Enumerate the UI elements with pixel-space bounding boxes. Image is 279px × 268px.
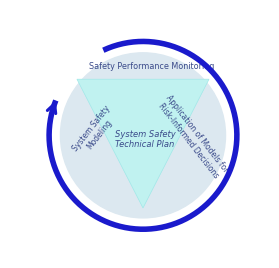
Text: System Safety
Technical Plan: System Safety Technical Plan xyxy=(115,130,175,149)
Polygon shape xyxy=(77,79,209,208)
Text: Application of Models for
Risk-Informed Decisions: Application of Models for Risk-Informed … xyxy=(155,94,230,181)
Text: System Safety
Modeling: System Safety Modeling xyxy=(71,103,120,159)
Circle shape xyxy=(61,53,225,218)
Text: Safety Performance Monitoring: Safety Performance Monitoring xyxy=(88,62,214,71)
